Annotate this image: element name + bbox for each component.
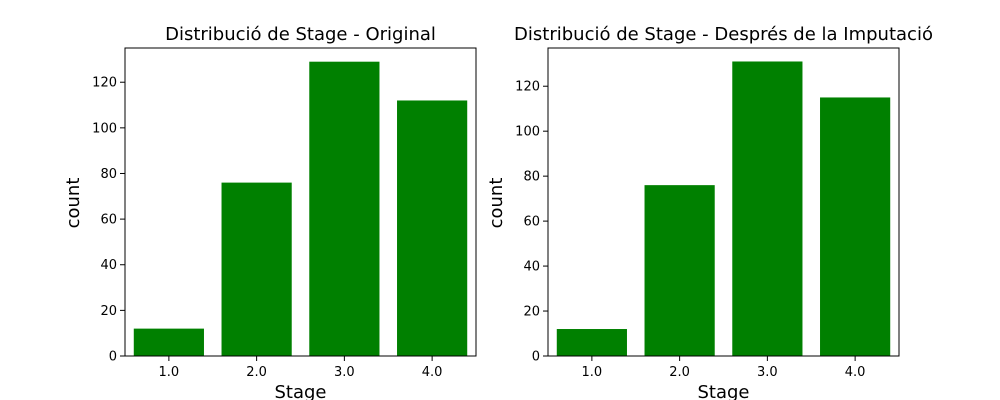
chart-2-y-tick-label: 40 bbox=[523, 260, 540, 275]
chart-1-y-tick-label: 100 bbox=[92, 121, 117, 136]
chart-1-x-axis-label: Stage bbox=[274, 382, 326, 400]
chart-1-bar-1.0 bbox=[133, 328, 204, 356]
chart-2-bar-2.0 bbox=[644, 185, 715, 356]
chart-1-x-tick-label: 3.0 bbox=[334, 365, 355, 380]
chart-1-y-tick-label: 20 bbox=[100, 304, 117, 319]
chart-2-y-tick-label: 60 bbox=[523, 215, 540, 230]
chart-1-plot-frame bbox=[124, 47, 477, 357]
chart-2-y-tick-label: 80 bbox=[523, 170, 540, 185]
chart-1-y-tick-label: 80 bbox=[100, 167, 117, 182]
chart-2-y-axis-ticks: 0 20 40 60 80 100 120 bbox=[515, 80, 548, 365]
chart-2-bar-4.0 bbox=[820, 97, 891, 357]
chart-1-y-tick-label: 0 bbox=[109, 350, 117, 365]
chart-2-y-tick-label: 20 bbox=[523, 305, 540, 320]
chart-1-x-tick-label: 4.0 bbox=[422, 365, 443, 380]
chart-2-bars bbox=[556, 61, 891, 357]
chart-2-x-tick-label: 2.0 bbox=[669, 365, 690, 380]
chart-2-plot-frame bbox=[547, 47, 900, 357]
chart-original: Distribució de Stage - Original 0 20 40 60 8… bbox=[63, 24, 477, 400]
chart-2-x-axis-label: Stage bbox=[697, 382, 749, 400]
chart-1-y-tick-label: 60 bbox=[100, 213, 117, 228]
chart-1-x-tick-label: 1.0 bbox=[159, 365, 180, 380]
chart-2-x-tick-label: 3.0 bbox=[757, 365, 778, 380]
chart-2-y-tick-label: 120 bbox=[515, 80, 540, 95]
chart-2-x-axis-ticks: 1.0 2.0 3.0 4.0 bbox=[582, 356, 866, 380]
chart-1-x-axis-ticks: 1.0 2.0 3.0 4.0 bbox=[159, 356, 443, 380]
chart-2-bar-1.0 bbox=[556, 329, 627, 356]
chart-1-bars bbox=[133, 61, 468, 356]
chart-2-title: Distribució de Stage - Després de la Imp… bbox=[514, 24, 933, 45]
chart-1-x-tick-label: 2.0 bbox=[246, 365, 267, 380]
chart-1-bar-2.0 bbox=[221, 182, 292, 356]
chart-2-y-axis-label: count bbox=[486, 178, 507, 229]
chart-1-y-axis-label: count bbox=[63, 178, 84, 229]
chart-1-y-tick-label: 120 bbox=[92, 76, 117, 91]
chart-2-y-tick-label: 0 bbox=[532, 350, 540, 365]
chart-2-x-tick-label: 1.0 bbox=[582, 365, 603, 380]
chart-1-bar-4.0 bbox=[397, 100, 468, 356]
chart-1-title: Distribució de Stage - Original bbox=[165, 24, 436, 45]
chart-2-y-tick-label: 100 bbox=[515, 125, 540, 140]
chart-1-y-axis-ticks: 0 20 40 60 80 100 120 bbox=[92, 76, 125, 365]
chart-1-bar-3.0 bbox=[309, 61, 380, 356]
chart-2-bar-3.0 bbox=[732, 61, 803, 357]
chart-2-x-tick-label: 4.0 bbox=[845, 365, 866, 380]
chart-after-imputation: Distribució de Stage - Després de la Imp… bbox=[486, 24, 933, 400]
chart-1-y-tick-label: 40 bbox=[100, 258, 117, 273]
